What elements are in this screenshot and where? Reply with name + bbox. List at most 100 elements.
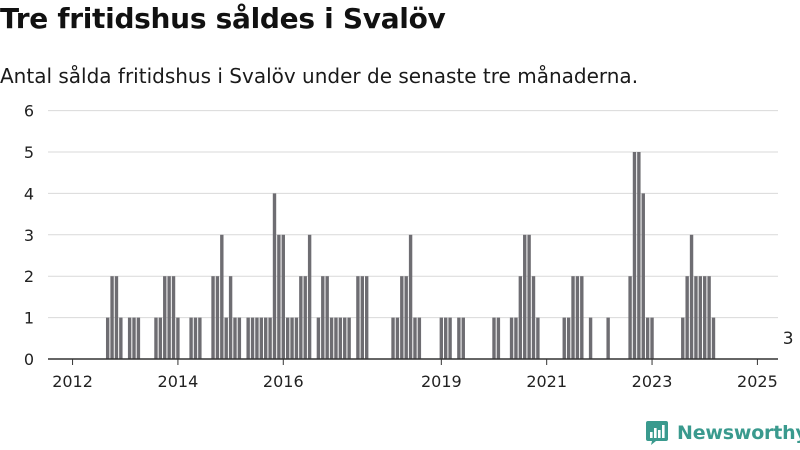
bar [703,276,707,359]
bar [119,317,123,359]
bar [707,276,711,359]
bar [198,317,202,359]
y-tick-label: 4 [24,184,34,203]
bar [395,317,400,359]
bar [650,317,654,359]
bar [220,234,224,359]
bar [127,317,132,359]
bar [408,234,413,359]
y-tick-label: 2 [24,267,34,286]
bar [518,276,523,359]
bar [246,317,250,359]
data-label: 3 [783,329,794,349]
x-tick-label: 2019 [421,372,462,391]
bar [571,276,575,359]
bar [711,317,716,359]
bar [413,317,417,359]
bar [163,276,167,359]
y-tick-label: 6 [24,102,34,121]
bar-chart-logo-icon [646,421,668,445]
bar [461,317,465,359]
newsworthy-brand: Newsworthy [645,420,800,446]
bar [523,234,527,359]
bar [694,276,698,359]
bar [321,276,325,359]
x-tick-label: 2023 [632,372,673,391]
bar [356,276,360,359]
bar [285,317,290,359]
bar [338,317,343,359]
bar [325,276,329,359]
bar [268,317,272,359]
chart-subtitle: Antal sålda fritidshus i Svalöv under de… [0,64,639,88]
bar-chart: 0 1 2 3 4 5 6 2012 2014 2016 2019 2021 2023 2025 3 [24,102,794,391]
bar [628,276,632,359]
bar [215,276,220,359]
bar [681,317,685,359]
bar [580,276,584,359]
bar [536,317,540,359]
chart-title: Tre fritidshus såldes i Svalöv [0,2,446,35]
bar [531,276,536,359]
bar [294,317,299,359]
bar [189,317,193,359]
y-tick-label: 3 [24,226,34,245]
y-tick-label: 5 [24,143,34,162]
y-tick-label: 1 [24,309,34,328]
bar [264,317,268,359]
bar [211,276,215,359]
bar [360,276,364,359]
bar [685,276,689,359]
bar [193,317,198,359]
bar [404,276,408,359]
bar [259,317,264,359]
bar [299,276,303,359]
bar [228,276,233,359]
bar [689,234,694,359]
bar [527,234,531,359]
bar [281,234,285,359]
bar [290,317,294,359]
bar [250,317,255,359]
bar [645,317,650,359]
bar [272,193,277,359]
bar [566,317,571,359]
bar [105,317,110,359]
bar [334,317,338,359]
bar [158,317,163,359]
bar [132,317,136,359]
bar [277,234,281,359]
bar [255,317,259,359]
bar [224,317,228,359]
bar [391,317,395,359]
bar [632,152,637,359]
bar [316,317,321,359]
x-tick-label: 2025 [737,372,778,391]
x-tick-label: 2014 [158,372,199,391]
bar [514,317,518,359]
bar [448,317,452,359]
bar [110,276,114,359]
bar [496,317,501,359]
bar [444,317,448,359]
bar [237,317,242,359]
bar [417,317,422,359]
bar [176,317,180,359]
bar [698,276,703,359]
bar [637,152,641,359]
bar [575,276,580,359]
bar [136,317,141,359]
bar [233,317,237,359]
y-tick-label: 0 [24,350,34,369]
bar [439,317,444,359]
bar [588,317,593,359]
bar [303,276,307,359]
x-tick-label: 2012 [52,372,93,391]
bar [492,317,496,359]
x-tick-label: 2016 [263,372,304,391]
bar [307,234,312,359]
bar [606,317,610,359]
bar [641,193,645,359]
bar [509,317,514,359]
bar [364,276,369,359]
